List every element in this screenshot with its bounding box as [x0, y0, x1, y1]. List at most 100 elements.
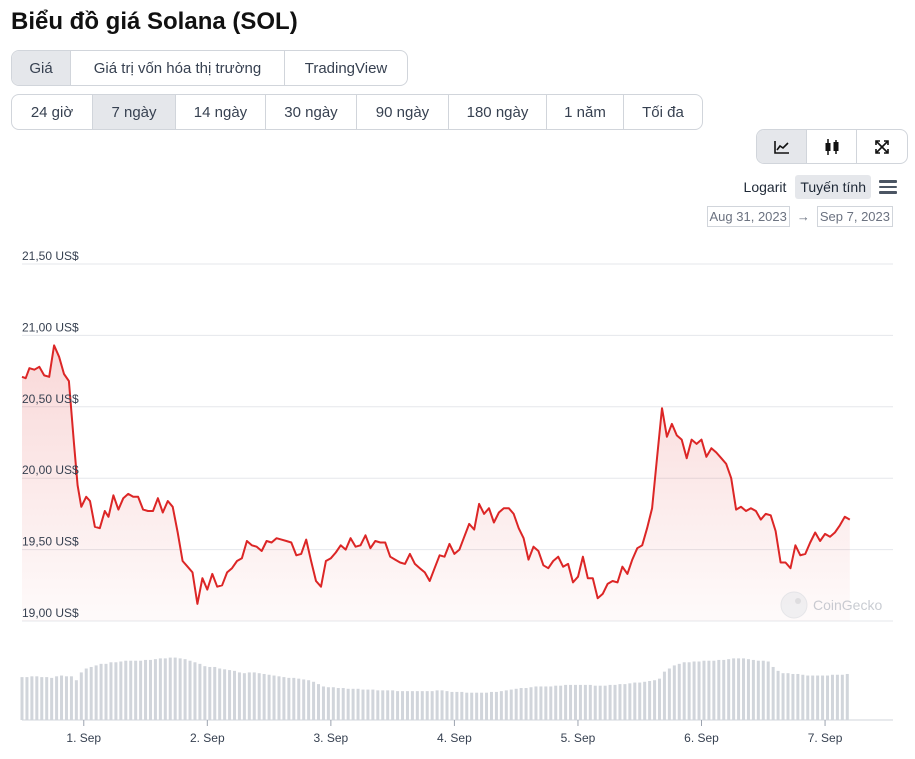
- date-to-input[interactable]: Sep 7, 2023: [816, 206, 893, 227]
- menu-icon[interactable]: [879, 177, 897, 197]
- volume-bar: [648, 681, 652, 720]
- price-point: [799, 554, 801, 556]
- range-30d[interactable]: 30 ngày: [266, 95, 357, 129]
- date-range-arrow: →: [796, 209, 810, 224]
- price-point: [236, 560, 238, 562]
- date-from-input[interactable]: Aug 31, 2023: [706, 206, 790, 227]
- volume-bar: [593, 685, 597, 720]
- price-point: [785, 562, 787, 564]
- tab-price[interactable]: Giá: [12, 51, 71, 85]
- metric-tabs: Giá Giá trị vốn hóa thị trường TradingVi…: [11, 50, 408, 86]
- range-24h[interactable]: 24 giờ: [12, 95, 93, 129]
- range-180d[interactable]: 180 ngày: [449, 95, 547, 129]
- volume-bar: [366, 689, 370, 720]
- volume-bar: [702, 660, 706, 720]
- price-point: [43, 374, 45, 376]
- volume-bar: [835, 674, 839, 720]
- volume-bar: [109, 662, 113, 720]
- price-point: [310, 560, 312, 562]
- price-point: [63, 373, 65, 375]
- volume-bar: [124, 660, 128, 720]
- volume-bar: [168, 657, 172, 720]
- volume-bar: [712, 660, 716, 720]
- price-point: [572, 581, 574, 583]
- volume-bar: [297, 678, 301, 720]
- volume-bar: [756, 660, 760, 720]
- scale-selector: Logarit Tuyến tính: [735, 175, 897, 199]
- price-point: [21, 376, 23, 378]
- volume-bar: [687, 662, 691, 720]
- price-point: [631, 559, 633, 561]
- price-point: [99, 527, 101, 529]
- price-point: [562, 566, 564, 568]
- price-point: [345, 549, 347, 551]
- volume-bar: [435, 690, 439, 720]
- price-chart: 21,50 US$ 21,00 US$ 20,50 US$ 20,00 US$ 19,5…: [20, 249, 893, 745]
- price-point: [355, 546, 357, 548]
- volume-bar: [163, 658, 167, 720]
- volume-bar: [519, 688, 523, 720]
- price-point: [597, 597, 599, 599]
- price-point: [201, 577, 203, 579]
- candlestick-icon: [825, 138, 838, 155]
- price-point: [89, 500, 91, 502]
- price-point: [330, 557, 332, 559]
- volume-bar: [386, 690, 390, 720]
- coingecko-logo-icon: [780, 591, 808, 619]
- volume-bar: [346, 688, 350, 720]
- range-max[interactable]: Tối đa: [642, 103, 684, 121]
- range-14d[interactable]: 14 ngày: [176, 95, 266, 129]
- candlestick-button[interactable]: [807, 130, 857, 163]
- price-point: [676, 434, 678, 436]
- tab-tradingview[interactable]: TradingView: [304, 59, 388, 77]
- volume-bar: [465, 692, 469, 720]
- price-point: [404, 563, 406, 565]
- volume-bar: [559, 685, 563, 720]
- price-point: [839, 524, 841, 526]
- expand-button[interactable]: [857, 130, 907, 163]
- volume-bar: [480, 692, 484, 720]
- volume-bar: [643, 681, 647, 720]
- price-point: [157, 497, 159, 499]
- volume-bar: [134, 660, 138, 720]
- volume-bar: [415, 691, 419, 720]
- volume-bar: [633, 682, 637, 720]
- price-point: [48, 376, 50, 378]
- price-point: [626, 573, 628, 575]
- volume-bar: [608, 684, 612, 720]
- line-chart-button[interactable]: [757, 130, 807, 163]
- tab-market-cap[interactable]: Giá trị vốn hóa thị trường: [71, 51, 285, 85]
- price-point: [112, 494, 114, 496]
- price-point: [498, 512, 500, 514]
- volume-bar: [450, 691, 454, 720]
- volume-bar: [796, 673, 800, 720]
- price-point: [276, 537, 278, 539]
- price-point: [577, 576, 579, 578]
- volume-bar: [79, 672, 83, 720]
- volume-bar: [410, 691, 414, 720]
- scale-log-option[interactable]: Logarit: [743, 179, 787, 195]
- volume-bar: [692, 661, 696, 720]
- price-point: [449, 543, 451, 545]
- price-point: [167, 500, 169, 502]
- range-90d[interactable]: 90 ngày: [357, 95, 449, 129]
- price-point: [641, 544, 643, 546]
- price-point: [587, 577, 589, 579]
- volume-bar: [247, 672, 251, 720]
- range-7d[interactable]: 7 ngày: [93, 95, 176, 129]
- volume-bar: [628, 683, 632, 720]
- y-tick-label: 19,00 US$: [22, 606, 79, 620]
- x-tick-label: 1. Sep: [66, 731, 101, 745]
- price-point: [473, 529, 475, 531]
- price-point: [394, 559, 396, 561]
- range-1y[interactable]: 1 năm: [547, 95, 624, 129]
- price-point: [552, 560, 554, 562]
- volume-bar: [485, 692, 489, 720]
- volume-bar: [94, 665, 98, 720]
- price-point: [710, 447, 712, 449]
- volume-bar: [504, 690, 508, 720]
- scale-linear-option[interactable]: Tuyến tính: [795, 175, 871, 199]
- price-point: [38, 366, 40, 368]
- volume-bar: [232, 670, 236, 720]
- volume-bar: [821, 675, 825, 720]
